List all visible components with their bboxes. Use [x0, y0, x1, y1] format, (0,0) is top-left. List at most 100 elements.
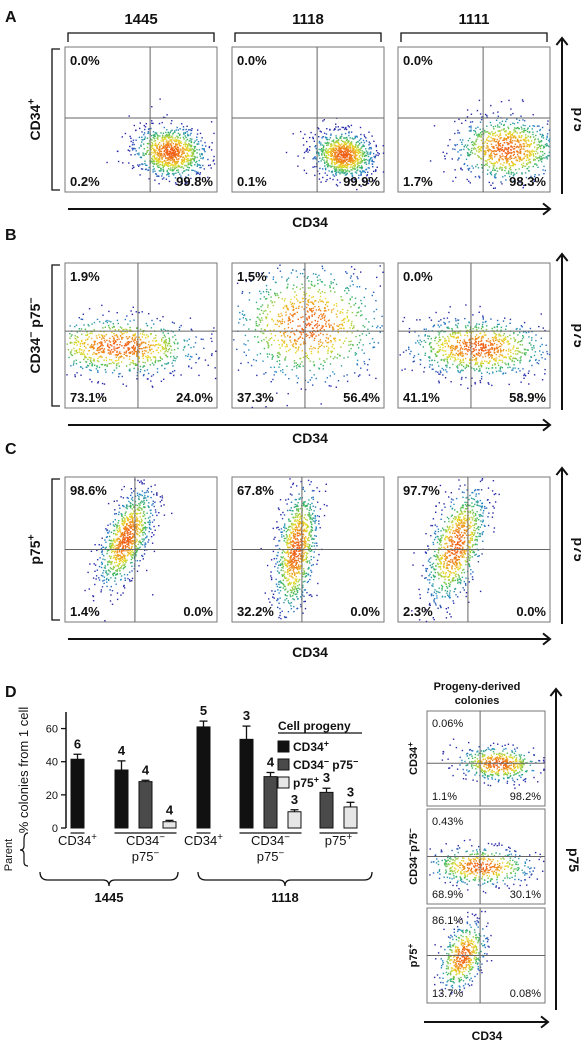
quadrant-upper-left-percent: 1.9%: [70, 269, 100, 284]
quadrant-lower-left-percent: 2.3%: [403, 604, 433, 619]
progeny-y-label: p75: [566, 848, 581, 872]
bar: [114, 769, 129, 829]
bar-n-label: 4: [166, 802, 174, 817]
bar: [239, 738, 254, 829]
sample-bracket: [400, 32, 548, 42]
legend-swatch: [277, 740, 290, 753]
row-label: CD34+​: [26, 99, 43, 141]
progeny-x-label: CD34: [472, 1029, 503, 1043]
progeny-row-label: p75+​: [406, 943, 420, 967]
plot-frame: [64, 262, 218, 409]
bar-n-label: 3: [323, 770, 330, 785]
quadrant-lower-right-percent: 0.0%: [350, 604, 380, 619]
plot-frame: [64, 46, 218, 193]
bar: [287, 811, 302, 829]
bar-n-label: 5: [200, 703, 207, 718]
plot-frame: [397, 262, 551, 409]
row-bracket: [51, 264, 60, 407]
plot-frame: [231, 46, 385, 193]
quadrant-lower-left-percent: 37.3%: [237, 390, 274, 405]
progeny-title: colonies: [455, 695, 500, 707]
legend-entry: p75+​: [293, 774, 319, 790]
x-axis-label: CD34: [292, 644, 328, 660]
quadrant-upper-left-percent: 0.06%: [432, 718, 463, 730]
row-bracket: [51, 48, 60, 191]
quadrant-upper-left-percent: 98.6%: [70, 483, 107, 498]
arrowhead: [555, 466, 569, 476]
bar: [138, 781, 153, 829]
quadrant-upper-left-percent: 0.43%: [432, 816, 463, 828]
progeny-row-label: CD34+​: [406, 742, 420, 775]
y-axis-label: p75: [571, 323, 581, 347]
quadrant-lower-left-percent: 73.1%: [70, 390, 107, 405]
density-cloud: [66, 304, 217, 395]
y-tick-label: 60: [46, 724, 58, 736]
quadrant-upper-left-percent: 86.1%: [432, 915, 463, 927]
quadrant-lower-right-percent: 30.1%: [510, 889, 541, 901]
sample-label: 1118: [271, 890, 299, 905]
bar-n-label: 4: [267, 754, 275, 769]
bar: [162, 821, 177, 829]
sample-header: 1445: [124, 11, 157, 28]
category-label: CD34+​: [184, 832, 223, 848]
flow-plot: [231, 46, 385, 193]
quadrant-lower-left-percent: 32.2%: [237, 604, 274, 619]
quadrant-lower-right-percent: 0.08%: [510, 988, 541, 1000]
category-label: CD34−​: [126, 832, 165, 848]
quadrant-lower-right-percent: 58.9%: [509, 390, 546, 405]
progeny-title: Progeny-derived: [434, 681, 521, 693]
flow-plot: [397, 262, 551, 409]
sample-label: 1445: [95, 890, 124, 905]
density-cloud: [84, 479, 173, 622]
quadrant-upper-left-percent: 0.0%: [403, 269, 433, 284]
sample-brace: [39, 871, 179, 887]
bar-n-label: 3: [291, 792, 298, 807]
bar-n-label: 3: [243, 708, 250, 723]
y-axis-label: % colonies from 1 cell: [16, 707, 31, 834]
quadrant-lower-left-percent: 13.7%: [432, 988, 463, 1000]
sample-brace: [197, 871, 373, 887]
panel-letter: A: [5, 9, 17, 26]
x-axis-label: CD34: [292, 214, 328, 230]
density-cloud: [106, 98, 216, 185]
quadrant-upper-left-percent: 1.5%: [237, 269, 267, 284]
flow-plot: [64, 262, 218, 409]
legend-entry: CD34−​ p75−​: [293, 756, 358, 772]
quadrant-upper-left-percent: 97.7%: [403, 483, 440, 498]
quadrant-lower-left-percent: 0.2%: [70, 174, 100, 189]
category-label: p75+​: [325, 832, 353, 848]
y-tick-label: 40: [46, 757, 58, 769]
quadrant-lower-right-percent: 0.0%: [516, 604, 546, 619]
quadrant-lower-right-percent: 24.0%: [176, 390, 213, 405]
y-tick-label: 0: [52, 823, 58, 835]
bar-n-label: 4: [118, 743, 126, 758]
arrowhead: [542, 418, 552, 432]
density-cloud: [418, 99, 551, 189]
bar: [196, 726, 211, 829]
plot-frame: [397, 46, 551, 193]
quadrant-lower-left-percent: 68.9%: [432, 889, 463, 901]
y-axis-label: p75: [571, 107, 581, 131]
density-cloud: [399, 304, 551, 398]
bar: [70, 758, 85, 829]
sample-bracket: [67, 32, 215, 42]
category-label: CD34−​: [251, 832, 290, 848]
arrowhead: [555, 252, 569, 262]
quadrant-lower-right-percent: 98.3%: [509, 174, 546, 189]
parent-brace: [19, 832, 29, 867]
legend-swatch: [277, 758, 290, 771]
quadrant-lower-left-percent: 41.1%: [403, 390, 440, 405]
legend-entry: CD34+​: [293, 738, 329, 754]
y-axis-label: p75: [571, 537, 581, 561]
parent-label: Parent: [3, 839, 15, 871]
arrowhead: [540, 1015, 550, 1029]
flow-plot: [397, 46, 551, 193]
arrowhead: [542, 632, 552, 646]
sample-header: 1111: [459, 11, 490, 28]
row-bracket: [51, 478, 60, 621]
progeny-row-label: CD34−​p75−​: [406, 828, 420, 885]
quadrant-lower-left-percent: 1.4%: [70, 604, 100, 619]
panel-letter: B: [5, 227, 17, 244]
density-cloud: [233, 264, 384, 409]
